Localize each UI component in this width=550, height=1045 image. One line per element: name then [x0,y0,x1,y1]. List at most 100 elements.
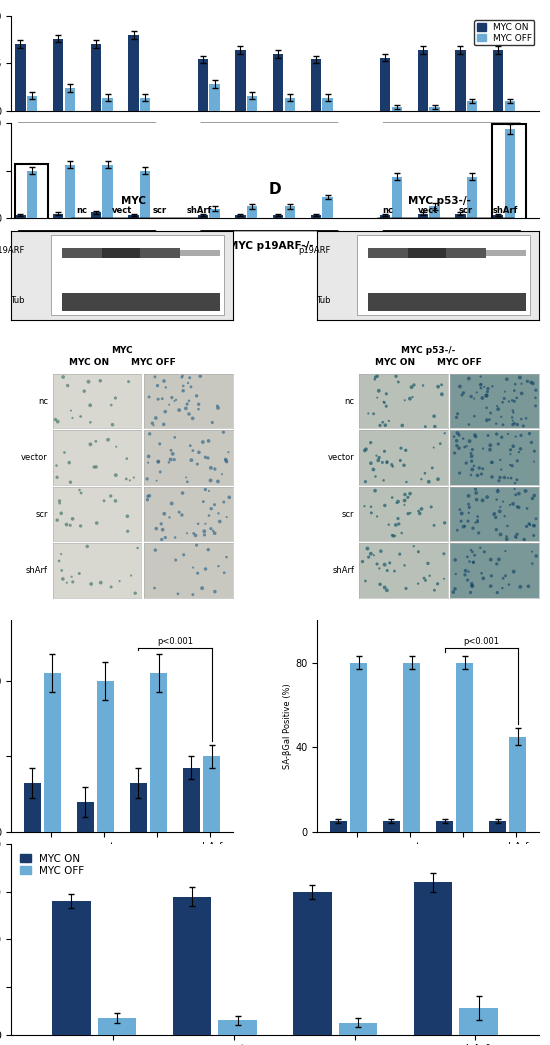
Point [470,458,478,474]
Point [508,410,516,426]
Point [170,429,179,446]
Point [486,404,495,421]
Bar [198,60,208,111]
Point [389,528,398,544]
Point [478,492,487,509]
Bar [418,50,428,111]
Point [222,454,231,470]
Point [196,368,205,385]
Point [517,385,526,401]
Point [509,495,518,512]
Point [496,469,504,486]
Point [528,555,537,572]
Point [378,455,387,471]
Point [424,555,432,572]
Point [405,390,414,407]
Bar [183,768,200,832]
Point [451,552,460,568]
Point [225,489,234,506]
Text: MYC: MYC [120,195,146,206]
Point [68,574,77,590]
Point [470,547,479,563]
Point [379,472,388,489]
Point [394,374,403,391]
Point [160,373,168,390]
Point [469,554,478,571]
Bar [505,101,515,111]
Point [437,376,446,393]
Point [155,436,164,452]
Bar [65,165,75,218]
Point [400,486,409,503]
Bar [455,50,465,111]
Point [65,455,74,471]
Point [513,471,521,488]
Text: D: D [268,182,281,196]
Point [509,416,518,433]
Point [392,494,401,511]
Point [474,525,483,541]
Point [115,573,124,589]
Point [167,442,175,459]
Point [490,506,499,522]
Bar [180,250,219,256]
Point [157,531,166,548]
Point [464,495,473,512]
Point [439,571,448,587]
Point [455,502,464,518]
Point [160,416,168,433]
Bar [493,215,503,218]
Point [524,578,533,595]
Point [464,505,473,521]
Point [193,565,202,582]
Bar [15,215,25,218]
Point [388,489,397,506]
Point [519,418,528,435]
Point [510,415,519,432]
Bar [218,1020,257,1035]
Text: Tub: Tub [10,296,24,304]
Point [471,481,480,497]
Point [380,394,389,411]
Point [467,388,476,404]
Point [367,498,376,515]
Point [371,468,380,485]
Bar [392,107,402,111]
Point [221,451,230,468]
Point [527,374,536,391]
Point [464,416,473,433]
Point [376,576,384,593]
Point [477,466,486,483]
Point [479,570,488,586]
Point [476,376,485,393]
Point [369,461,378,478]
Point [504,393,513,410]
Point [516,427,525,444]
Point [486,578,495,595]
Point [425,567,434,584]
Point [482,412,491,428]
Point [430,582,439,599]
Point [472,385,481,401]
Bar [392,177,402,218]
Point [468,578,476,595]
Point [373,390,382,407]
Point [499,493,508,510]
Point [500,508,509,525]
Point [394,510,403,527]
Bar [505,130,515,218]
Point [187,451,196,468]
Bar [102,293,142,310]
Point [456,513,465,530]
Bar [339,1023,377,1035]
Point [192,537,201,554]
Point [144,455,152,471]
Point [144,448,153,465]
Bar [102,248,142,258]
Text: nc: nc [76,206,87,214]
Point [150,580,159,597]
Point [450,445,459,462]
Bar [467,101,477,111]
Point [107,397,116,414]
Point [67,568,76,585]
